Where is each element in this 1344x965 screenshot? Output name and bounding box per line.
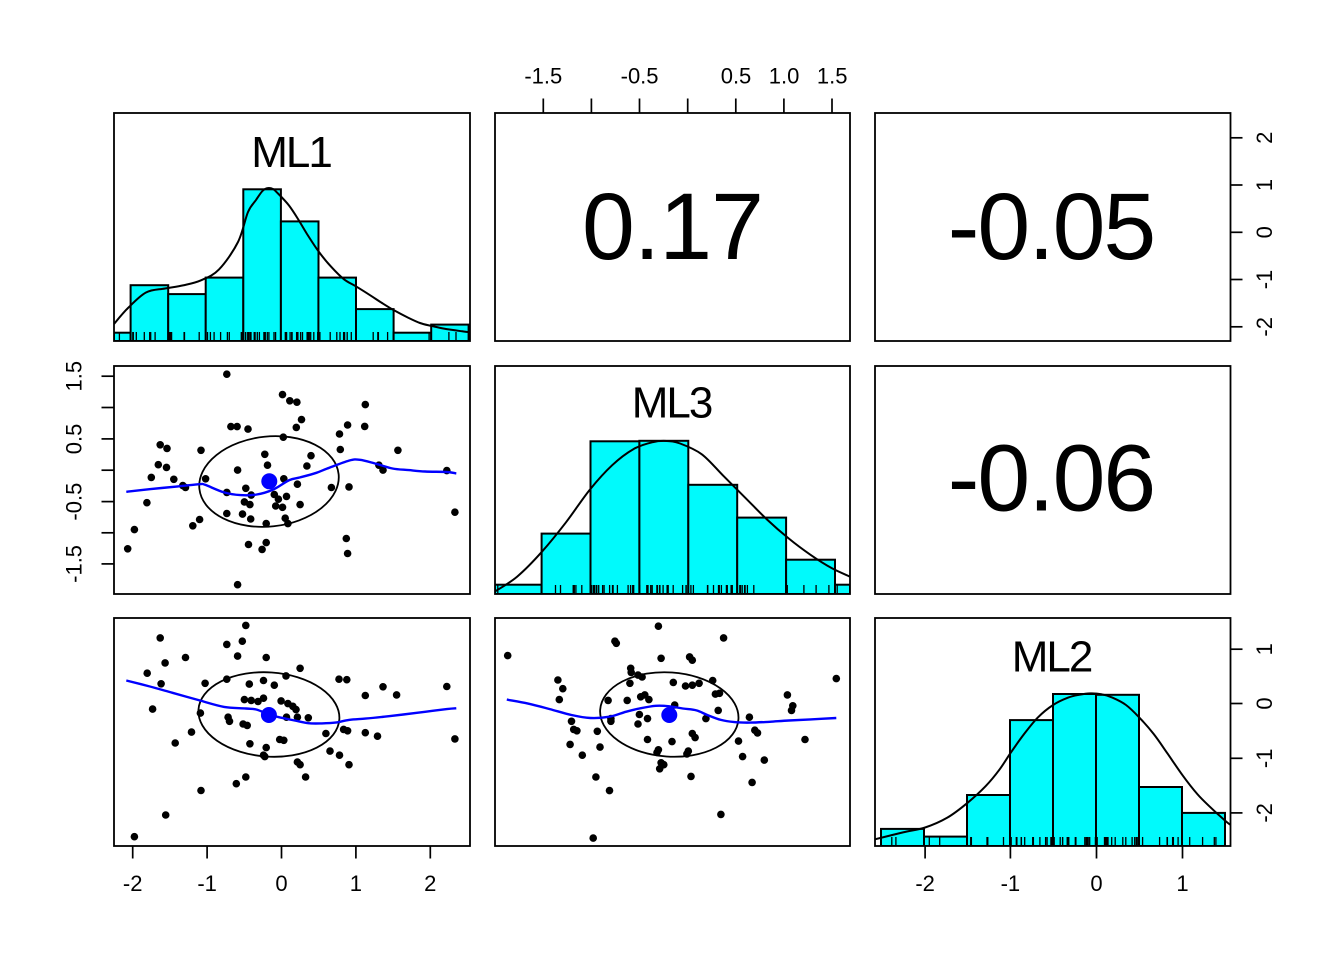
svg-text:ML1: ML1: [251, 128, 331, 177]
svg-text:-2: -2: [1252, 317, 1277, 337]
svg-text:-2: -2: [123, 871, 143, 896]
svg-text:ML3: ML3: [632, 379, 712, 428]
svg-text:-2: -2: [1252, 803, 1277, 823]
svg-text:1.5: 1.5: [817, 64, 848, 89]
svg-text:1.0: 1.0: [769, 64, 800, 89]
svg-text:1: 1: [1252, 643, 1277, 655]
svg-text:0.17: 0.17: [582, 174, 763, 280]
svg-text:-0.05: -0.05: [948, 174, 1155, 280]
svg-text:-0.06: -0.06: [948, 426, 1155, 532]
svg-text:-1: -1: [1252, 749, 1277, 769]
svg-text:1: 1: [1176, 871, 1188, 896]
svg-text:-1.5: -1.5: [62, 545, 87, 583]
svg-text:-1.5: -1.5: [524, 64, 562, 89]
svg-text:0: 0: [275, 871, 287, 896]
svg-text:-0.5: -0.5: [621, 64, 659, 89]
svg-text:-1: -1: [1252, 270, 1277, 290]
svg-text:ML2: ML2: [1012, 633, 1092, 682]
svg-text:2: 2: [424, 871, 436, 896]
svg-text:-1: -1: [197, 871, 217, 896]
svg-text:0.5: 0.5: [721, 64, 752, 89]
svg-text:0: 0: [1252, 697, 1277, 709]
svg-text:2: 2: [1252, 132, 1277, 144]
svg-text:0: 0: [1090, 871, 1102, 896]
svg-text:0: 0: [1252, 226, 1277, 238]
svg-text:1: 1: [350, 871, 362, 896]
svg-text:-2: -2: [915, 871, 935, 896]
svg-text:1.5: 1.5: [62, 361, 87, 392]
svg-text:1: 1: [1252, 179, 1277, 191]
svg-text:0.5: 0.5: [62, 424, 87, 455]
svg-text:-0.5: -0.5: [62, 483, 87, 521]
svg-text:-1: -1: [1001, 871, 1021, 896]
